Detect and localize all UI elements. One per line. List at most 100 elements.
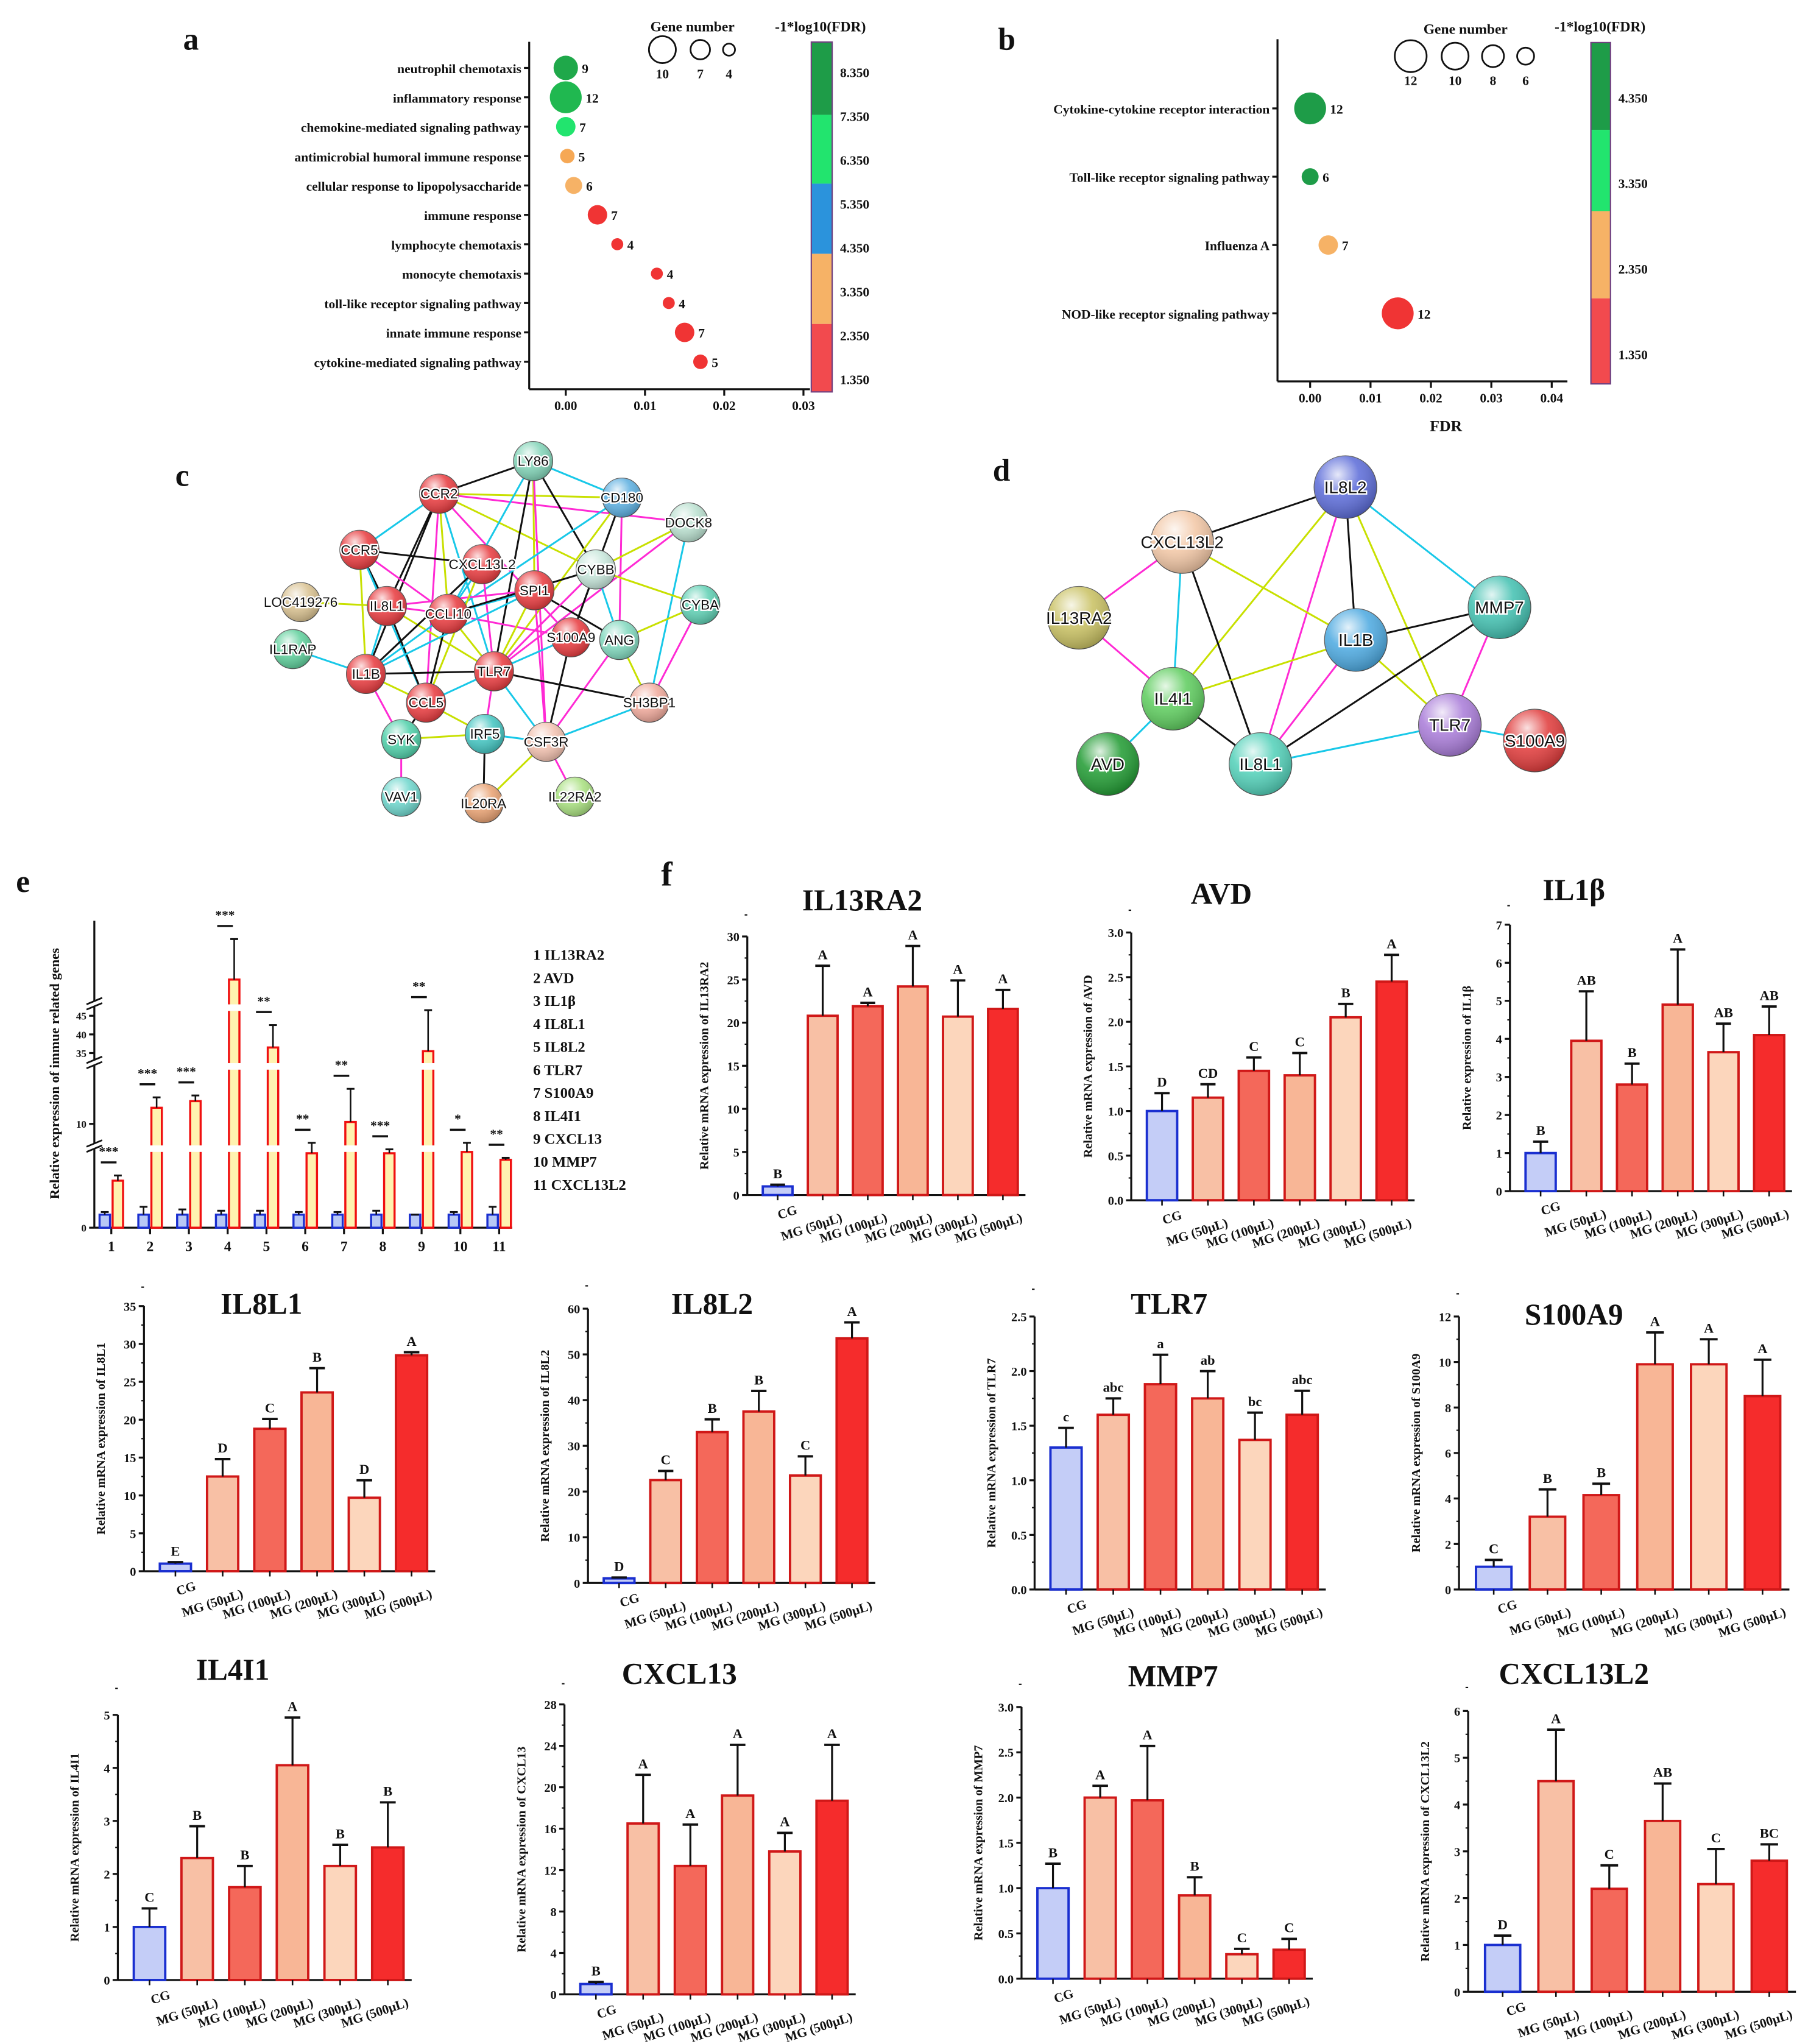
network-node[interactable]: AVD — [1076, 732, 1140, 796]
network-node[interactable]: TLR7 — [474, 651, 514, 691]
network-node[interactable]: CSF3R — [522, 721, 570, 762]
network-node[interactable]: IL8L1 — [1229, 732, 1293, 796]
term-label: Cytokine-cytokine receptor interaction — [1053, 102, 1269, 117]
bar-cg — [486, 1213, 500, 1229]
network-node[interactable]: IL1B — [1324, 608, 1388, 672]
network-node[interactable]: CYBA — [680, 584, 721, 625]
significance-letter: C — [1237, 1930, 1247, 1945]
network-node[interactable]: IL8L2 — [1313, 455, 1377, 519]
y-tick-label: 2.0 — [998, 1792, 1014, 1805]
node-highlight — [428, 594, 468, 634]
network-edge — [359, 549, 482, 565]
network-node[interactable]: TLR7 — [1418, 693, 1482, 757]
node-highlight — [464, 783, 503, 823]
node-highlight — [515, 570, 554, 610]
node-label: CXCL13L2 — [449, 557, 516, 572]
bar — [696, 1430, 729, 1585]
bubble-point — [1318, 235, 1338, 255]
y-tick-label: 0.0 — [1011, 1583, 1026, 1597]
network-node[interactable]: DOCK8 — [663, 502, 713, 543]
x-tick-label: 0.03 — [1480, 391, 1503, 405]
network-node[interactable]: SPI1 — [514, 570, 555, 610]
significance-letter: A — [1673, 931, 1683, 946]
bar — [579, 1982, 613, 1996]
significance-stars: *** — [138, 1066, 157, 1081]
network-node[interactable]: VAV1 — [381, 776, 422, 817]
bar — [626, 1822, 660, 1996]
bubble-point — [553, 55, 578, 80]
network-edge — [438, 493, 450, 614]
network-node[interactable]: SYK — [381, 719, 422, 760]
bar — [815, 1799, 849, 1996]
chart-title: CXCL13 — [622, 1657, 737, 1690]
network-node[interactable]: CYBB — [576, 549, 616, 590]
x-axis-label: FDR — [1430, 417, 1462, 434]
bar — [1483, 1943, 1522, 1993]
gene-legend-item: 3 IL1β — [533, 993, 576, 1010]
node-highlight — [1503, 709, 1566, 772]
network-node[interactable]: S100A9 — [1503, 709, 1567, 773]
significance-letter: C — [661, 1452, 671, 1468]
y-tick-label: 25 — [727, 974, 740, 987]
axis-break-mark — [86, 1144, 103, 1153]
network-edge — [438, 493, 572, 638]
network-node[interactable]: LY86 — [513, 440, 553, 481]
y-tick-label: 24 — [544, 1740, 556, 1753]
network-node[interactable]: CD180 — [599, 477, 644, 518]
significance-letter: B — [1341, 985, 1351, 1000]
bar-chart-f-AVD: AVD 0.0 0.5 1.0 1.5 2.0 2.5 3.0 Relative mRNA ex… — [1082, 877, 1415, 1251]
network-node[interactable]: IL4I1 — [1141, 667, 1205, 731]
network-edge — [365, 493, 440, 674]
network-node[interactable]: IL8L1 — [367, 585, 407, 626]
node-label: SH3BP1 — [623, 695, 676, 710]
y-tick-label: 6 — [1445, 1447, 1451, 1460]
network-node[interactable]: IL20RA — [459, 783, 508, 824]
colorbar-tick-label: 1.350 — [840, 372, 869, 387]
network-node[interactable]: CCLI10 — [423, 593, 473, 634]
node-label: MMP7 — [1475, 598, 1524, 617]
node-highlight — [526, 722, 566, 762]
gene-count-label: 6 — [586, 179, 593, 194]
network-edge — [439, 492, 689, 523]
bar-break-gap — [342, 1145, 359, 1152]
x-tick-label: CG — [174, 1579, 197, 1599]
node-highlight — [474, 651, 514, 691]
term-label: Toll-like receptor signaling pathway — [1070, 171, 1270, 185]
chart-title: IL8L1 — [221, 1287, 302, 1321]
network-node[interactable]: SH3BP1 — [621, 682, 677, 723]
bar-cg — [176, 1213, 189, 1229]
bar-cg — [214, 1213, 228, 1229]
bar — [1750, 1859, 1789, 1993]
significance-stars: ** — [335, 1058, 348, 1072]
bar — [721, 1794, 755, 1996]
network-c: CCR2 LY86 CD180 DOCK8 CCR5 CXCL13L2 CYBB SPI1 LO… — [263, 440, 721, 824]
size-legend-title: Gene number — [1424, 22, 1508, 38]
node-label: CYBB — [577, 562, 614, 578]
network-node[interactable]: CCL5 — [406, 682, 447, 723]
network-node[interactable]: CCR2 — [419, 473, 459, 514]
node-highlight — [1076, 732, 1139, 796]
network-node[interactable]: LOC419276 — [263, 582, 339, 623]
network-node[interactable]: IRF5 — [465, 713, 505, 754]
significance-stars: ** — [412, 979, 425, 994]
network-edge — [493, 522, 690, 673]
network-node[interactable]: IL13RA2 — [1045, 585, 1114, 650]
y-tick-label: 20 — [727, 1017, 740, 1030]
network-node[interactable]: ANG — [599, 620, 640, 660]
network-node[interactable]: S100A9 — [545, 617, 597, 657]
network-node[interactable]: IL1RAP — [268, 629, 318, 670]
y-tick-label: 5 — [104, 1709, 110, 1722]
network-node[interactable]: IL1B — [345, 654, 386, 694]
network-edge — [439, 492, 622, 499]
network-node[interactable]: CCR5 — [339, 529, 380, 570]
network-edge — [1260, 724, 1450, 765]
network-node[interactable]: IL22RA2 — [547, 776, 603, 817]
significance-letter: abc — [1292, 1372, 1313, 1387]
bubble-point — [662, 297, 675, 309]
network-node[interactable]: CXCL13L2 — [1139, 510, 1225, 574]
colorbar-tick-label: 3.350 — [840, 285, 869, 299]
significance-letter: C — [144, 1890, 154, 1905]
network-node[interactable]: CXCL13L2 — [447, 544, 517, 584]
network-node[interactable]: MMP7 — [1467, 575, 1531, 639]
y-tick-label: 1.0 — [1108, 1105, 1123, 1119]
